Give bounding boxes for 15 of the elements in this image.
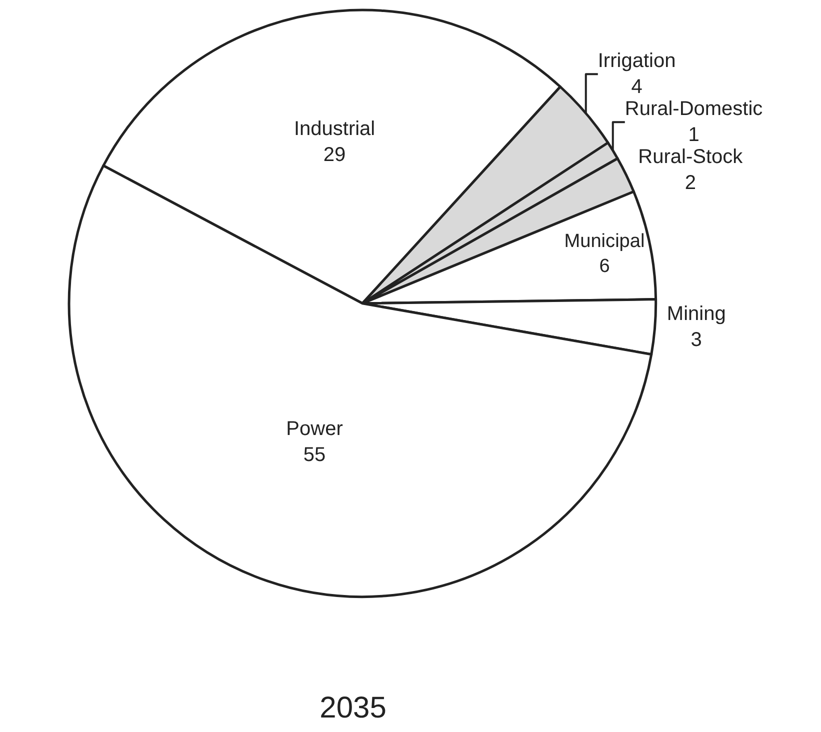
- slice-label: Mining: [666, 303, 726, 326]
- text: 2035: [320, 691, 386, 724]
- data-label: 3: [690, 329, 702, 352]
- slice-label: Rural-Stock: [638, 146, 744, 168]
- data-label: 4: [631, 76, 642, 98]
- slice-label: Industrial: [294, 118, 376, 140]
- data-label: 1: [688, 124, 700, 146]
- data-label: 6: [599, 256, 610, 277]
- slice-label: Municipal: [564, 231, 645, 252]
- slice-label: Power: [286, 418, 344, 440]
- data-label: 2: [684, 172, 696, 194]
- data-label: 55: [303, 444, 326, 466]
- slice-label: Irrigation: [598, 50, 676, 72]
- data-label: 29: [323, 144, 346, 166]
- slice-label: Rural-Domestic: [624, 98, 763, 120]
